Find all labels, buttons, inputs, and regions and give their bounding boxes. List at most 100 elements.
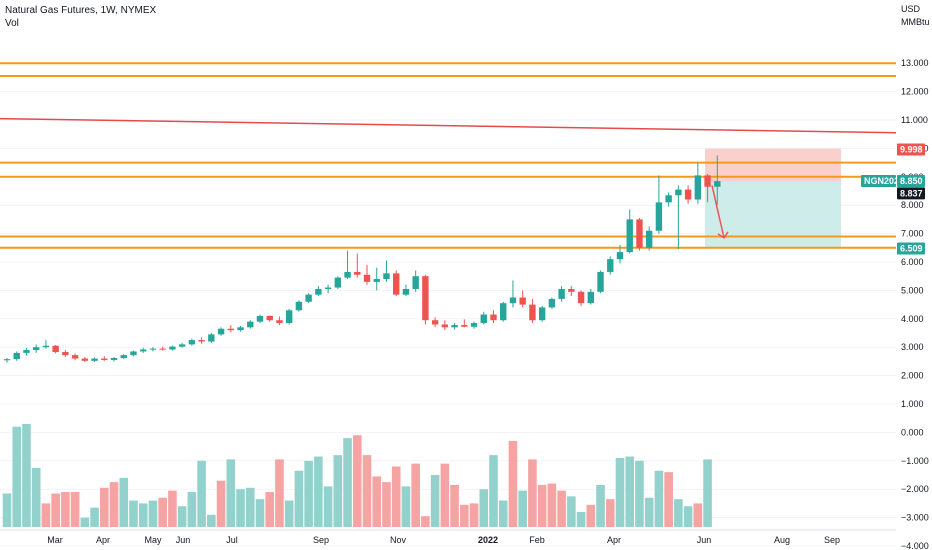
- volume-bar: [216, 480, 226, 527]
- time-tick-label: Aug: [774, 535, 790, 545]
- candle-body: [91, 358, 98, 361]
- arrow-shaft: [711, 185, 725, 239]
- candle-body: [13, 352, 20, 360]
- volume-bar: [421, 516, 430, 527]
- volume-bar: [586, 504, 596, 527]
- candle-body: [295, 301, 303, 311]
- chart-title: Natural Gas Futures, 1W, NYMEX: [5, 5, 156, 16]
- time-tick-label: Mar: [47, 535, 63, 545]
- volume-bar: [51, 493, 60, 527]
- volume-bar: [635, 460, 644, 527]
- volume-bar: [498, 500, 508, 527]
- time-axis[interactable]: Mar Apr May Jun Jul Sep Nov 2022 Feb Apr Jun Aug Sep: [0, 529, 896, 545]
- candle-body: [402, 288, 410, 295]
- candle-body: [159, 348, 166, 350]
- volume-bar: [372, 476, 382, 527]
- candle-body: [149, 348, 157, 350]
- volume-bar: [31, 467, 41, 527]
- candle-body: [422, 276, 429, 321]
- stop-price-tag: 9.998: [900, 144, 923, 154]
- volume-bar: [12, 426, 22, 527]
- candle-body: [665, 195, 672, 203]
- volume-bar: [450, 484, 459, 527]
- candle-body: [636, 219, 643, 248]
- take-profit-zone: [705, 181, 841, 248]
- volume-bar: [654, 470, 664, 527]
- time-tick-label: Apr: [96, 535, 110, 545]
- price-axis[interactable]: 13.00012.00011.00010.0009.0008.0007.0006…: [901, 58, 929, 550]
- candle-body: [655, 202, 663, 231]
- volume-bar: [567, 496, 576, 527]
- candle-body: [344, 271, 351, 278]
- volume-bar: [644, 497, 654, 527]
- candle-body: [558, 288, 565, 299]
- candle-body: [461, 325, 468, 327]
- candle-body: [714, 181, 721, 187]
- candle-body: [110, 357, 118, 360]
- volume-bar: [528, 459, 537, 527]
- candle-body: [285, 310, 293, 324]
- horizontal-levels: [0, 62, 896, 249]
- volume-bar: [265, 492, 275, 527]
- candle-body: [120, 355, 127, 358]
- volume-bar: [576, 511, 586, 527]
- volume-bar: [615, 457, 625, 527]
- volume-bar: [90, 507, 99, 527]
- candle-body: [441, 324, 449, 328]
- candle-body: [217, 328, 225, 335]
- target-price-tag-bg: [897, 242, 925, 255]
- candle-body: [324, 287, 332, 289]
- volume-bar: [109, 482, 119, 527]
- volume-bar: [158, 497, 167, 527]
- candle-body: [208, 334, 215, 342]
- candle-body: [276, 320, 283, 324]
- volume-bar: [605, 499, 615, 527]
- candle-body: [178, 344, 186, 347]
- candle-body: [383, 273, 390, 280]
- time-tick-label: 2022: [478, 535, 498, 545]
- candle-body: [519, 297, 526, 305]
- volume-bar: [547, 483, 557, 527]
- price-tick-label: 11.000: [901, 115, 928, 125]
- candle-body: [529, 304, 536, 321]
- volume-bar: [226, 459, 236, 527]
- volume-bar: [138, 503, 148, 527]
- candle-body: [509, 297, 517, 304]
- candle-body: [451, 325, 458, 328]
- candle-body: [42, 345, 50, 348]
- volume-bar: [508, 440, 518, 527]
- volume-bar: [148, 500, 158, 527]
- candle-body: [626, 219, 633, 253]
- candle-body: [334, 277, 342, 288]
- price-tick-label: −1.000: [901, 456, 929, 466]
- volume-bar: [255, 499, 265, 527]
- candle-body: [587, 291, 594, 304]
- volume-bar: [70, 492, 80, 527]
- volume-bar: [119, 477, 129, 527]
- candle-body: [490, 314, 497, 321]
- price-tick-label: 6.000: [901, 257, 924, 267]
- candle-body: [480, 314, 487, 324]
- volume-bars: [2, 423, 712, 527]
- candle-body: [227, 328, 234, 331]
- candle-body: [3, 359, 11, 361]
- volume-bar: [440, 463, 450, 527]
- last-price-tag: 8.850: [900, 176, 923, 186]
- volume-bar: [236, 489, 245, 527]
- time-tick-label: Sep: [313, 535, 329, 545]
- price-tick-label: 5.000: [901, 285, 924, 295]
- unit-label: MMBtu: [901, 17, 930, 27]
- price-tick-label: 2.000: [901, 371, 924, 381]
- volume-bar: [469, 503, 479, 527]
- volume-bar: [80, 517, 90, 527]
- volume-bar: [61, 492, 70, 527]
- price-tick-label: 13.000: [901, 58, 929, 68]
- volume-bar: [333, 455, 343, 527]
- price-tick-label: −2.000: [901, 484, 929, 494]
- time-tick-label: Sep: [824, 535, 840, 545]
- candle-body: [266, 315, 273, 321]
- price-tick-label: −3.000: [901, 513, 929, 523]
- candle-body: [71, 355, 79, 359]
